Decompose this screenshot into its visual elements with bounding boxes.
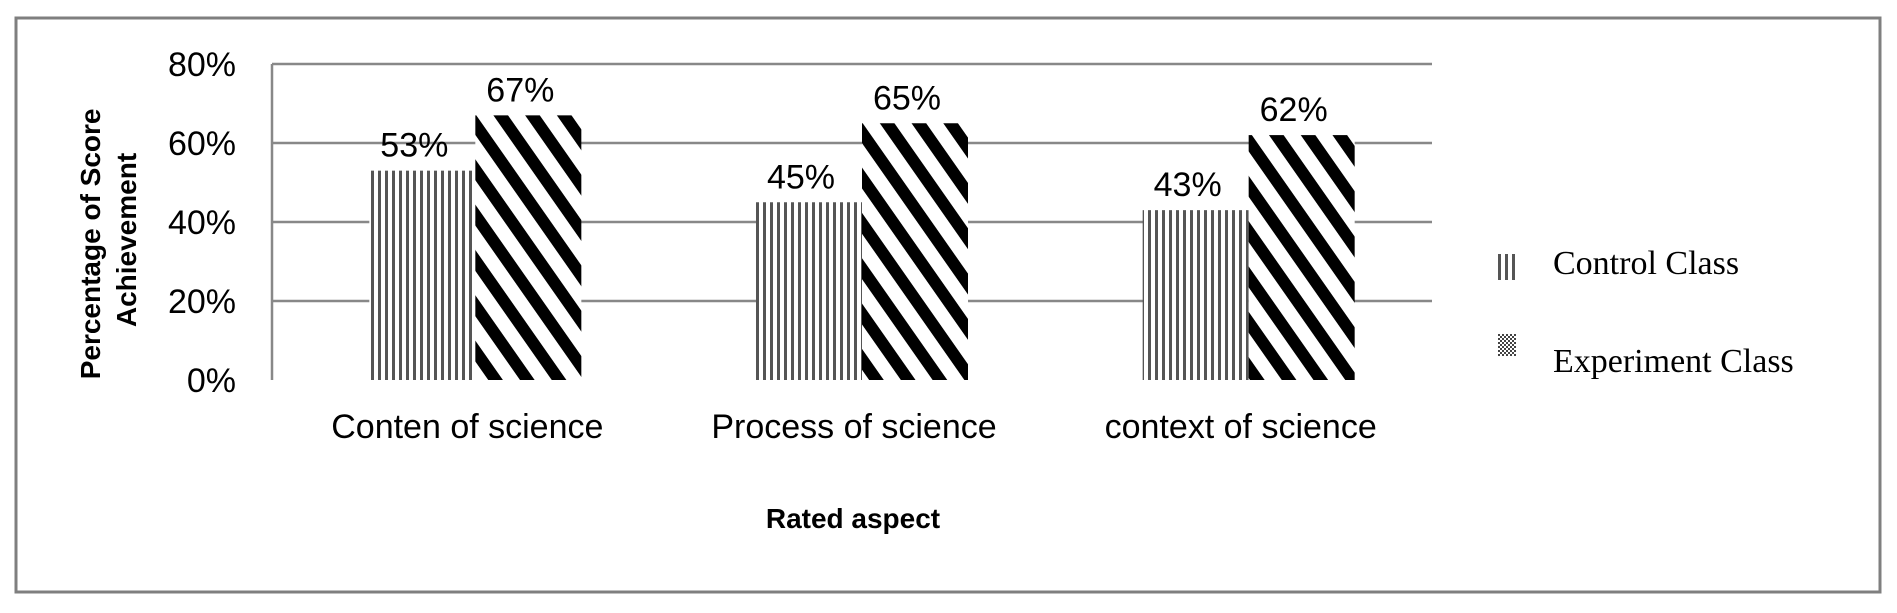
legend-label-control: Control Class bbox=[1553, 245, 1739, 282]
y-tick-label: 80% bbox=[168, 46, 236, 84]
y-tick-label: 0% bbox=[187, 362, 236, 400]
y-axis-title-line-2: Achievement bbox=[111, 153, 142, 327]
data-labels: 53% 67% 45% 65% 43% 62% bbox=[380, 71, 1327, 204]
data-label: 43% bbox=[1154, 166, 1222, 204]
data-label: 45% bbox=[767, 158, 835, 196]
y-axis-title-line-1: Percentage of Score bbox=[75, 109, 106, 380]
data-label: 53% bbox=[380, 127, 448, 165]
legend-label-experiment: Experiment Class bbox=[1553, 343, 1794, 380]
y-tick-label: 40% bbox=[168, 204, 236, 242]
legend: Control Class Experiment Class bbox=[1498, 245, 1794, 380]
legend-swatch-control bbox=[1498, 254, 1516, 280]
x-category-label: Process of science bbox=[711, 408, 996, 446]
x-axis-categories: Conten of science Process of science conte… bbox=[331, 408, 1376, 446]
data-label: 62% bbox=[1260, 91, 1328, 129]
x-category-label: Conten of science bbox=[331, 408, 603, 446]
bar-control bbox=[756, 202, 862, 380]
bar-control bbox=[369, 170, 476, 380]
legend-swatch-experiment bbox=[1498, 334, 1516, 356]
data-label: 67% bbox=[486, 71, 554, 109]
bar-control bbox=[1142, 210, 1249, 380]
y-axis-title: Percentage of Score Achievement bbox=[75, 101, 142, 380]
x-axis-title: Rated aspect bbox=[766, 503, 940, 534]
bars bbox=[369, 115, 1355, 380]
y-tick-label: 60% bbox=[168, 125, 236, 163]
y-tick-label: 20% bbox=[168, 283, 236, 321]
bar-experiment bbox=[1248, 135, 1355, 380]
data-label: 65% bbox=[873, 79, 941, 117]
bar-experiment bbox=[475, 115, 582, 380]
x-category-label: context of science bbox=[1105, 408, 1377, 446]
bar-experiment bbox=[862, 123, 968, 380]
outer-border bbox=[14, 16, 1882, 594]
y-axis-ticks: 0% 20% 40% 60% 80% bbox=[168, 46, 236, 400]
